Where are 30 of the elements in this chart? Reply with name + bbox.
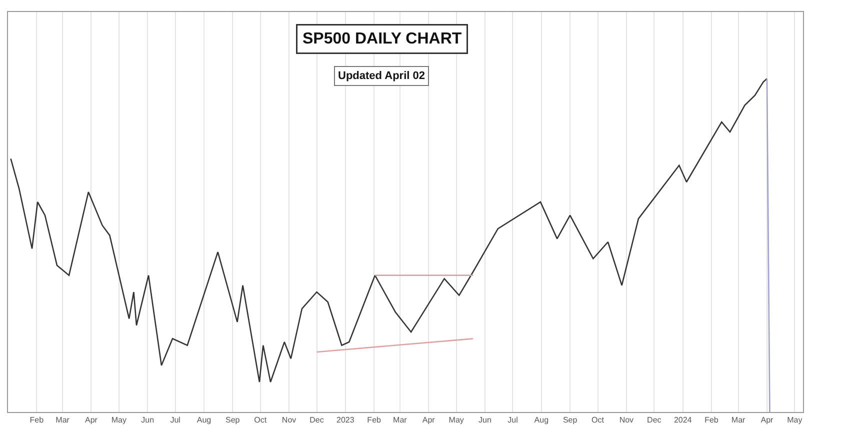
x-tick-label: Nov (619, 416, 634, 425)
x-tick-label: Apr (760, 416, 774, 425)
x-tick-label: Jun (478, 416, 492, 425)
x-tick-label: Oct (592, 416, 605, 425)
x-tick-label: Sep (562, 416, 578, 425)
x-tick-label: Dec (310, 416, 324, 425)
chart-title: SP500 DAILY CHART (302, 30, 462, 48)
x-tick-label: Jun (141, 416, 154, 425)
x-tick-label: May (787, 416, 802, 425)
x-tick-label: Mar (56, 416, 70, 425)
x-tick-label: Feb (704, 416, 719, 425)
x-tick-label: Feb (30, 416, 44, 425)
chart-subtitle: Updated April 02 (338, 70, 425, 82)
x-tick-label: Jul (508, 416, 518, 425)
x-tick-label: Mar (731, 416, 746, 425)
x-tick-label: Sep (226, 416, 240, 425)
x-tick-label: 2023 (336, 416, 355, 425)
x-tick-label: Apr (84, 416, 98, 425)
x-tick-label: Aug (196, 416, 212, 425)
x-tick-label: Oct (254, 416, 268, 425)
x-tick-label: Jul (170, 416, 181, 425)
x-tick-label: May (111, 416, 126, 425)
x-tick-label: Aug (534, 416, 549, 425)
x-tick-label: May (448, 416, 464, 425)
x-tick-label: Feb (367, 416, 382, 425)
x-tick-label: Mar (393, 416, 408, 425)
x-tick-label: Apr (422, 416, 436, 425)
x-tick-label: Nov (282, 416, 296, 425)
x-tick-label: 2024 (674, 416, 692, 425)
x-tick-label: Dec (647, 416, 662, 425)
